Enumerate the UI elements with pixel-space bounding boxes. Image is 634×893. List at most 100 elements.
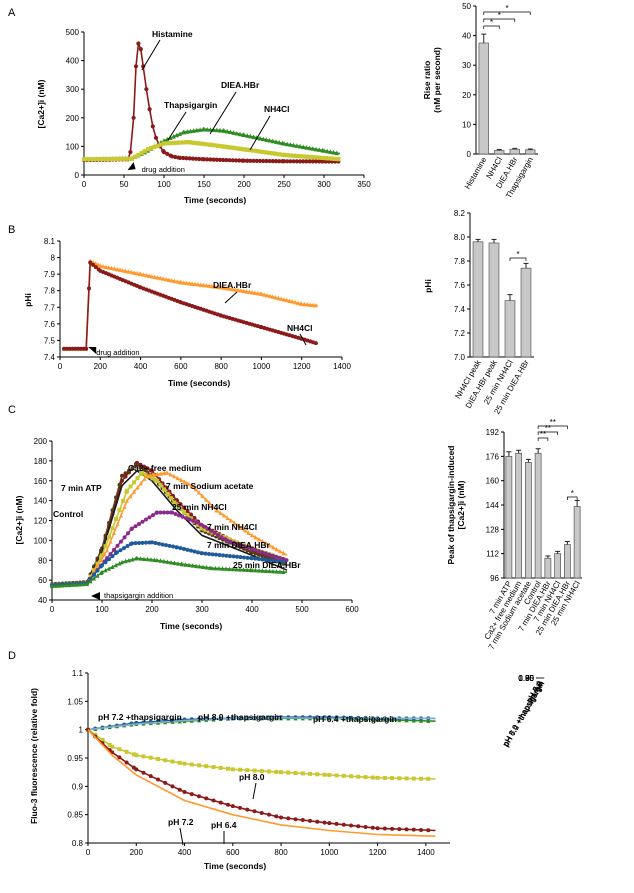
data-point	[261, 158, 266, 164]
data-point	[202, 524, 206, 529]
data-point	[172, 500, 177, 505]
data-point	[187, 562, 191, 568]
data-point	[281, 569, 286, 574]
data-point	[390, 776, 395, 781]
data-point	[113, 156, 119, 161]
data-point	[133, 524, 138, 529]
data-point	[181, 140, 186, 145]
data-point	[134, 270, 139, 276]
y-tick-label: 0.80	[518, 674, 534, 683]
y-tick-label: 7.8	[44, 287, 56, 296]
data-point	[279, 770, 284, 775]
y-tick-label: 0.9	[72, 782, 84, 791]
data-point	[110, 744, 115, 749]
data-point	[165, 470, 169, 475]
data-point	[210, 552, 215, 557]
data-point	[203, 527, 208, 532]
data-point	[271, 544, 275, 550]
data-point	[142, 464, 146, 469]
data-point	[177, 760, 182, 765]
x-tick-label: 100	[95, 605, 109, 614]
data-point	[128, 493, 133, 499]
data-point	[182, 509, 186, 514]
data-point	[120, 473, 124, 478]
data-point	[411, 827, 416, 832]
data-point	[228, 539, 233, 544]
data-point	[204, 283, 209, 288]
data-point	[216, 143, 221, 148]
data-point	[124, 749, 129, 754]
line-chart-D_line: 0 200 400 600 800 1000 1200 1400 0.8 0.85 0.9 0.95 1…	[29, 669, 450, 871]
y-tick-label: 1	[79, 726, 84, 735]
data-point	[60, 582, 65, 588]
data-point	[235, 541, 240, 546]
y-tick-label: 1.1	[72, 669, 84, 678]
data-point	[241, 147, 247, 152]
data-point	[204, 497, 208, 502]
data-point	[179, 477, 183, 483]
data-point	[363, 824, 368, 829]
data-point	[122, 504, 127, 509]
data-point	[233, 287, 238, 292]
data-point	[225, 128, 230, 134]
data-point	[164, 543, 168, 548]
data-point	[225, 145, 231, 150]
data-point	[191, 128, 196, 133]
data-point	[267, 552, 271, 557]
data-point	[148, 755, 153, 760]
x-axis-title: Time (seconds)	[184, 195, 246, 205]
bar	[525, 462, 532, 579]
significance-star: *	[571, 489, 574, 498]
data-point	[336, 157, 341, 162]
data-point	[95, 568, 100, 573]
data-point	[248, 133, 253, 139]
data-point	[192, 281, 197, 287]
data-point	[229, 145, 234, 150]
data-point	[411, 776, 416, 781]
data-point	[172, 278, 177, 284]
data-point	[110, 564, 115, 569]
data-point	[189, 140, 194, 145]
y-tick-label: 96	[490, 574, 499, 583]
data-point	[196, 522, 200, 527]
data-point	[190, 156, 195, 161]
data-point	[224, 553, 229, 558]
data-point	[304, 159, 309, 164]
category-label: Histamine	[463, 155, 489, 191]
data-point	[158, 510, 163, 515]
data-point	[107, 535, 111, 540]
data-point	[155, 143, 160, 148]
significance-bracket	[483, 18, 516, 22]
y-tick-label: 160	[34, 477, 48, 486]
data-point	[147, 515, 152, 520]
y-tick-label: 112	[486, 550, 499, 559]
data-point	[404, 827, 409, 832]
data-point	[205, 526, 210, 531]
data-point	[277, 152, 282, 157]
data-point	[151, 513, 155, 518]
y-tick-label: 0.90	[518, 674, 534, 683]
data-point	[341, 773, 346, 778]
data-point	[173, 154, 178, 160]
data-point	[328, 149, 333, 154]
data-point	[122, 535, 127, 540]
data-point	[242, 544, 247, 549]
x-tick-label: 500	[295, 605, 309, 614]
data-point	[321, 148, 327, 153]
data-point	[246, 530, 251, 535]
data-point	[320, 159, 325, 164]
data-point	[197, 564, 202, 569]
data-point	[190, 563, 195, 568]
data-point	[145, 473, 149, 478]
data-point	[213, 143, 218, 148]
data-point	[197, 490, 201, 495]
y-axis-title-2: [Ca2+]i (nM)	[456, 480, 466, 529]
data-point	[322, 820, 327, 825]
x-axis-title: Time (seconds)	[204, 861, 266, 871]
data-point	[297, 143, 303, 149]
data-point	[149, 273, 154, 279]
data-point	[228, 537, 232, 542]
data-point	[325, 148, 330, 154]
data-point	[182, 505, 186, 510]
data-point	[270, 159, 275, 164]
